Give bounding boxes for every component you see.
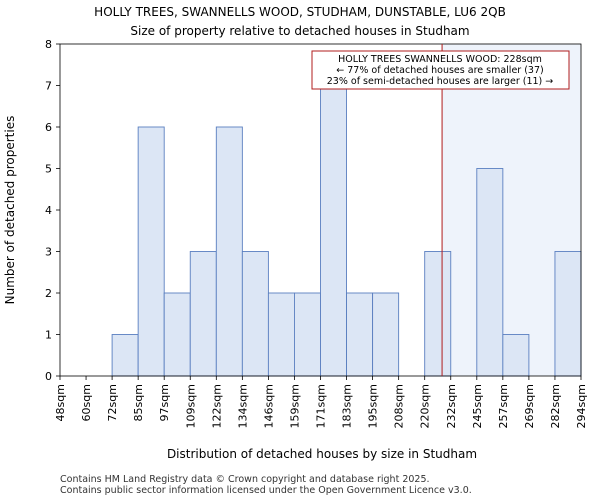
x-tick-label: 220sqm	[419, 384, 432, 428]
y-axis-ticks: 0 1 2 3 4 5 6 7 8	[45, 38, 60, 383]
x-tick-label: 183sqm	[341, 384, 354, 428]
bar-195sqm	[372, 292, 400, 377]
x-tick-label: 159sqm	[288, 384, 301, 428]
y-tick-label: 6	[45, 121, 52, 134]
y-tick-label: 7	[45, 80, 52, 93]
annotation-larger: 23% of semi-detached houses are larger (…	[327, 76, 554, 87]
x-tick-label: 134sqm	[236, 384, 249, 428]
bar-122sqm	[215, 126, 243, 377]
y-axis-label: Number of detached properties	[3, 116, 17, 305]
x-tick-label: 122sqm	[210, 384, 223, 428]
bar-97sqm	[163, 292, 191, 377]
y-tick-label: 5	[45, 163, 52, 176]
x-axis-ticks: 48sqm 60sqm 72sqm 85sqm 97sqm 109sqm 122sqm 134…	[54, 376, 588, 428]
x-tick-label: 72sqm	[106, 384, 119, 421]
x-tick-label: 171sqm	[315, 384, 328, 428]
plot-frame	[59, 43, 582, 377]
x-tick-label: 85sqm	[132, 384, 145, 421]
x-tick-label: 146sqm	[262, 384, 275, 428]
bar-171sqm	[320, 85, 347, 377]
x-tick-label: 195sqm	[367, 384, 380, 428]
y-tick-label: 2	[45, 287, 52, 300]
bar-134sqm	[241, 251, 269, 377]
x-tick-label: 109sqm	[184, 384, 197, 428]
bar-85sqm	[137, 126, 165, 377]
bar-257sqm	[502, 334, 530, 377]
bar-group	[111, 85, 582, 377]
bar-282sqm	[554, 251, 582, 377]
x-tick-label: 294sqm	[575, 384, 588, 428]
x-tick-label: 257sqm	[497, 384, 510, 428]
x-tick-label: 60sqm	[80, 384, 93, 421]
x-tick-label: 232sqm	[445, 384, 458, 428]
annotation-title: HOLLY TREES SWANNELLS WOOD: 228sqm	[338, 54, 542, 65]
x-tick-label: 269sqm	[523, 384, 536, 428]
bar-72sqm	[111, 334, 139, 377]
bar-245sqm	[476, 168, 504, 377]
annotation-smaller: ← 77% of detached houses are smaller (37…	[336, 65, 543, 76]
x-axis-label: Distribution of detached houses by size …	[167, 447, 477, 461]
bar-109sqm	[189, 251, 217, 377]
footer-line-1: Contains HM Land Registry data © Crown c…	[60, 474, 430, 485]
bar-146sqm	[267, 292, 295, 377]
x-tick-label: 97sqm	[158, 384, 171, 421]
y-tick-label: 8	[45, 38, 52, 51]
bar-159sqm	[294, 292, 321, 377]
chart-title: HOLLY TREES, SWANNELLS WOOD, STUDHAM, DU…	[94, 5, 506, 19]
bar-183sqm	[346, 292, 374, 377]
y-tick-label: 4	[45, 204, 52, 217]
x-tick-label: 48sqm	[54, 384, 67, 421]
x-tick-label: 282sqm	[549, 384, 562, 428]
y-tick-label: 1	[45, 329, 52, 342]
x-tick-label: 208sqm	[393, 384, 406, 428]
bar-220sqm	[424, 251, 452, 377]
y-tick-label: 0	[45, 370, 52, 383]
x-tick-label: 245sqm	[471, 384, 484, 428]
annotation-box: HOLLY TREES SWANNELLS WOOD: 228sqm ← 77%…	[311, 50, 570, 90]
y-tick-label: 3	[45, 246, 52, 259]
chart-subtitle: Size of property relative to detached ho…	[130, 24, 469, 38]
footer-line-2: Contains public sector information licen…	[60, 485, 472, 496]
